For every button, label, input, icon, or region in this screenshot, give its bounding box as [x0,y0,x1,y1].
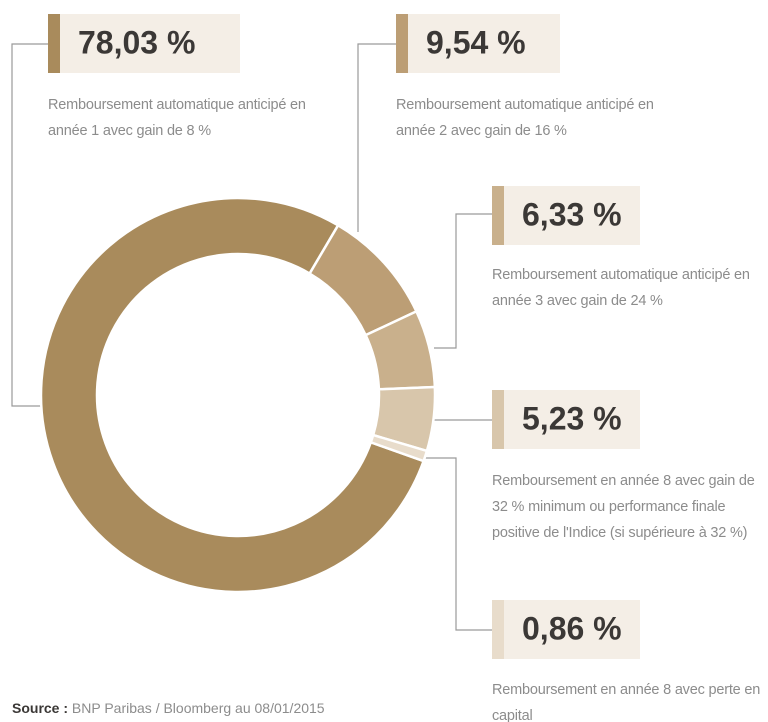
donut-segment [369,433,429,463]
label-badge-bar [492,390,504,449]
connector [424,457,492,631]
connector [11,43,48,407]
source: Source : BNP Paribas / Bloomberg au 08/0… [12,700,325,716]
category-label: Remboursement automatique anticipé en an… [396,97,654,139]
label-badge [396,14,560,73]
connector [357,43,396,232]
label-badge-bar [48,14,60,73]
label-badge [492,186,640,245]
category-label: Remboursement en année 8 avec perte en c… [492,682,761,722]
value-label: 9,54 % [426,24,526,60]
value-label: 78,03 % [78,24,195,60]
source-label: Source : [12,700,69,716]
connector [434,213,492,349]
donut-segment [39,196,426,594]
label-badge [48,14,240,73]
category-label: Remboursement automatique anticipé en an… [492,267,750,309]
source-text: BNP Paribas / Bloomberg au 08/01/2015 [71,700,325,716]
value-label: 5,23 % [522,400,622,436]
category-label: Remboursement en année 8 avec gain de 32… [492,473,755,541]
label-badge-bar [492,600,504,659]
label-badge-bar [396,14,408,73]
label-badge [492,390,640,449]
value-label: 6,33 % [522,196,622,232]
value-label: 0,86 % [522,610,622,646]
label-badge [492,600,640,659]
category-label: Remboursement automatique anticipé en an… [48,97,306,139]
label-badge-bar [492,186,504,245]
